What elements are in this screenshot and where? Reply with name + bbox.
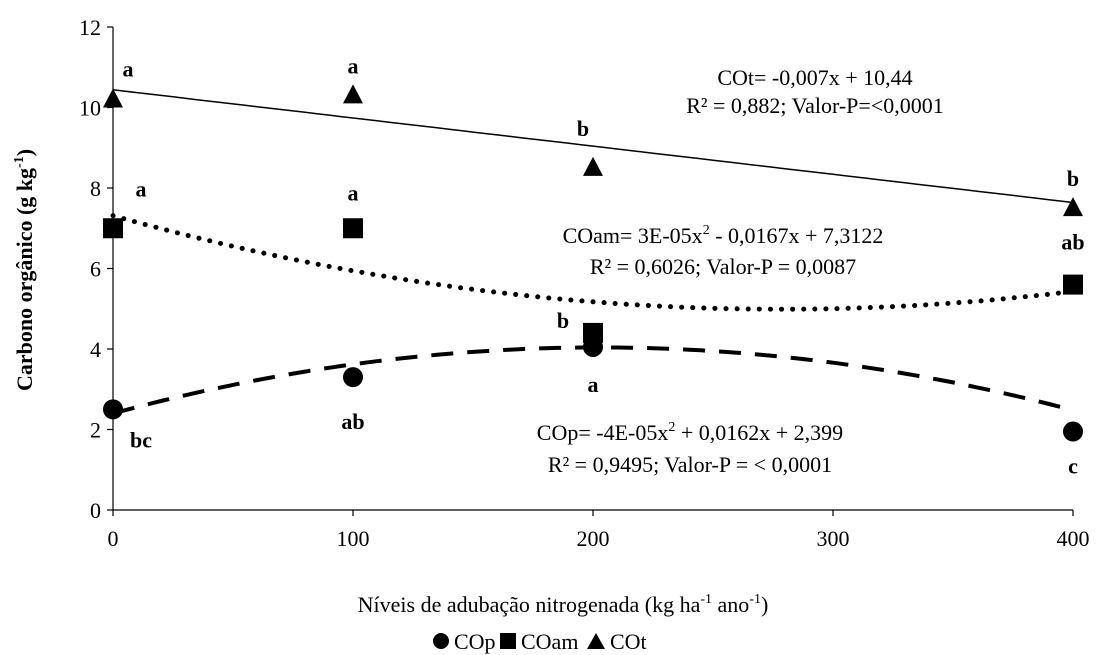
sig-label-cop: ab (341, 409, 364, 434)
y-tick-label: 6 (90, 257, 101, 282)
equation-coam-formula: COam= 3E-05x2 - 0,0167x + 7,3122 (563, 223, 884, 248)
equation-cop: COp= -4E-05x2 + 0,0162x + 2,399 R² = 0,9… (537, 420, 843, 477)
equation-cop-r2: R² = 0,9495; Valor-P = < 0,0001 (548, 452, 832, 477)
legend: COp COam COt (433, 629, 647, 654)
y-tick-label: 12 (79, 15, 101, 40)
sig-label-coam: a (136, 176, 147, 201)
trend-lines (110, 89, 1076, 416)
sig-label-cop: a (588, 372, 599, 397)
sig-label-cop: bc (130, 427, 152, 452)
sig-label-cop: c (1068, 454, 1078, 479)
point-cot (1063, 197, 1083, 217)
point-cop (103, 399, 123, 420)
equation-cot: COt= -0,007x + 10,44 R² = 0,882; Valor-P… (686, 65, 943, 118)
trendline-coam (110, 213, 1076, 312)
sig-label-cot: a (348, 53, 359, 78)
point-cot (103, 88, 123, 108)
point-coam (343, 218, 363, 239)
x-tick-label: 400 (1057, 526, 1090, 551)
legend-marker-coam (500, 633, 516, 649)
point-cop (343, 367, 363, 388)
x-tick-label: 100 (337, 526, 370, 551)
equation-coam: COam= 3E-05x2 - 0,0167x + 7,3122 R² = 0,… (563, 223, 884, 279)
equation-cop-formula: COp= -4E-05x2 + 0,0162x + 2,399 (537, 420, 843, 445)
legend-marker-cop (433, 633, 449, 649)
axes: 0 2 4 6 8 10 12 0 100 200 300 400 (79, 15, 1090, 551)
legend-label-cot: COt (610, 629, 647, 654)
sig-label-cot: b (577, 116, 589, 141)
sig-label-cot: b (1067, 166, 1079, 191)
sig-label-cot: a (123, 56, 134, 81)
point-cot (343, 84, 363, 104)
point-cop (1063, 421, 1083, 442)
y-tick-label: 4 (90, 337, 101, 362)
point-coam (1063, 274, 1083, 295)
point-cot (583, 156, 603, 176)
legend-label-cop: COp (454, 629, 496, 654)
point-coam (103, 218, 123, 239)
sig-label-coam: a (348, 180, 359, 205)
x-tick-label: 200 (577, 526, 610, 551)
equation-cot-formula: COt= -0,007x + 10,44 (717, 65, 912, 90)
equation-coam-r2: R² = 0,6026; Valor-P = 0,0087 (590, 254, 856, 279)
legend-marker-cot (587, 633, 605, 649)
y-tick-label: 10 (79, 96, 101, 121)
trendline-cot (112, 89, 1074, 204)
equation-cot-r2: R² = 0,882; Valor-P=<0,0001 (686, 93, 943, 118)
y-axis-title: Carbono orgânico (g kg-1) (12, 149, 37, 391)
y-tick-label: 2 (90, 418, 101, 443)
y-tick-label: 0 (90, 498, 101, 523)
y-tick-label: 8 (90, 176, 101, 201)
point-coam (583, 322, 603, 343)
data-points (103, 84, 1083, 442)
x-axis-title: Níveis de adubação nitrogenada (kg ha-1 … (358, 592, 769, 617)
legend-label-coam: COam (521, 629, 578, 654)
sig-label-coam: ab (1061, 230, 1084, 255)
x-tick-label: 0 (108, 526, 119, 551)
sig-label-coam: b (557, 308, 569, 333)
x-tick-label: 300 (817, 526, 850, 551)
